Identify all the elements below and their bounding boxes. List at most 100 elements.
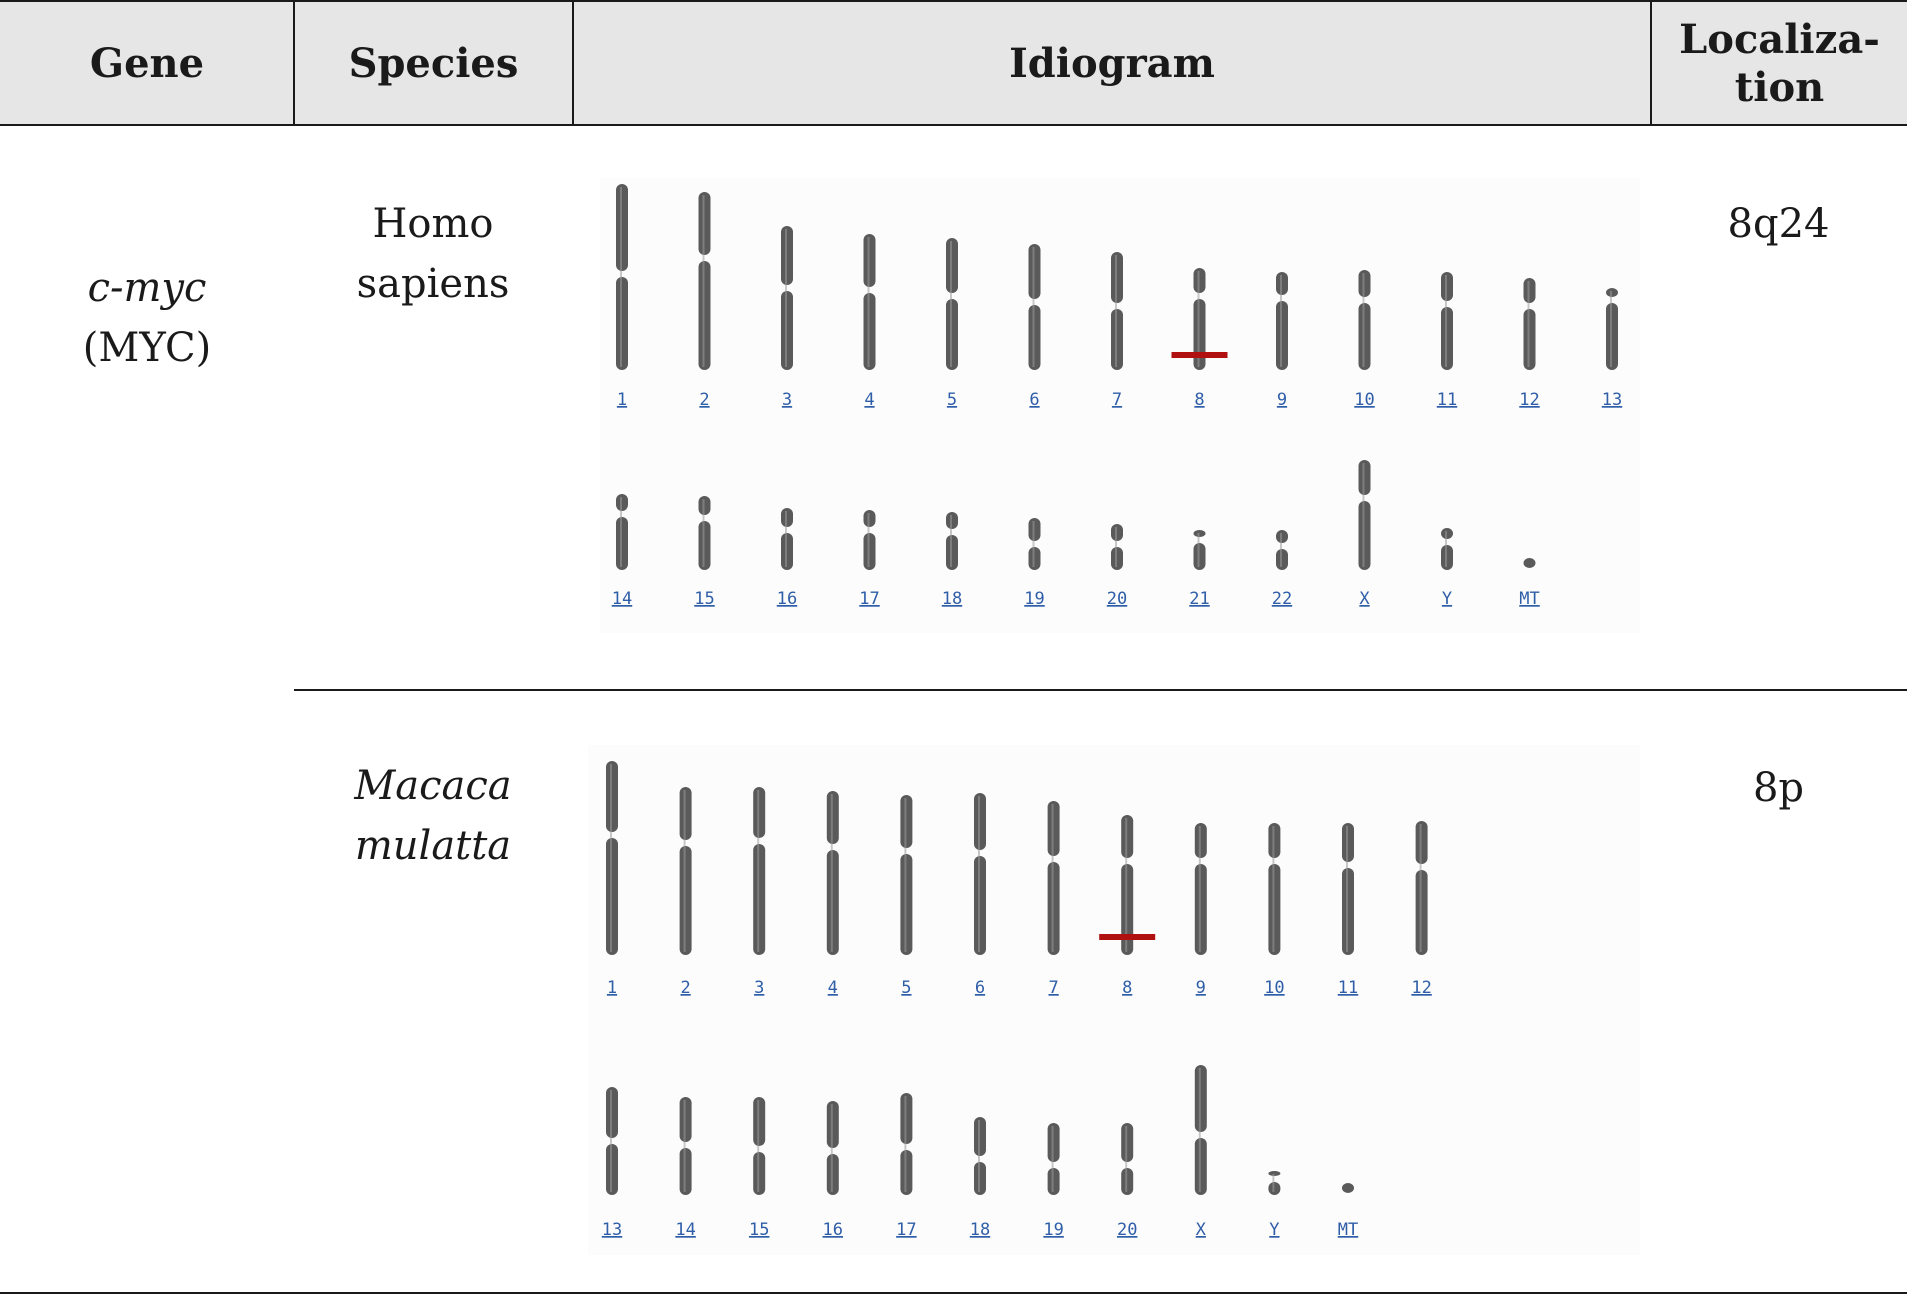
chromosome-19 <box>1047 1123 1060 1195</box>
chromosome-11 <box>1441 272 1453 370</box>
chromosome-Y <box>1268 1171 1281 1195</box>
localization-cell-2: 8p <box>1752 765 1805 811</box>
chromosome-label[interactable]: 17 <box>896 1220 916 1240</box>
chromosome-label[interactable]: 4 <box>828 978 838 998</box>
header-localization: Localiza- tion <box>1652 2 1907 126</box>
chromosome-label[interactable]: 20 <box>1107 589 1127 609</box>
chromosome-label[interactable]: 18 <box>970 1220 990 1240</box>
chromosome-label[interactable]: MT <box>1519 589 1539 609</box>
chromosome-label[interactable]: 10 <box>1354 390 1374 410</box>
chromosome-Y <box>1441 528 1453 570</box>
chromosome-label[interactable]: 13 <box>602 1220 622 1240</box>
gene-locus-marker <box>1171 352 1228 358</box>
chromosome-label[interactable]: Y <box>1442 589 1452 609</box>
header-gene: Gene <box>89 40 205 87</box>
table-header: Gene Species Idiogram Localiza- tion <box>0 0 1907 126</box>
chromosome-6 <box>1028 244 1041 370</box>
chromosome-label[interactable]: 15 <box>749 1220 769 1240</box>
chromosome-label[interactable]: 14 <box>675 1220 695 1240</box>
chromosome-label[interactable]: 18 <box>942 589 962 609</box>
chromosome-label[interactable]: Y <box>1269 1220 1279 1240</box>
header-idiogram: Idiogram <box>1009 40 1215 87</box>
chromosome-label[interactable]: 3 <box>754 978 764 998</box>
chromosome-label[interactable]: 2 <box>699 390 709 410</box>
chromosome-label[interactable]: X <box>1196 1220 1207 1240</box>
gene-cell: c-myc (MYC) <box>0 258 294 378</box>
chromosome-label[interactable]: 5 <box>947 390 957 410</box>
chromosome-9 <box>1194 823 1207 955</box>
chromosome-label[interactable]: 20 <box>1117 1220 1137 1240</box>
chromosome-label[interactable]: 16 <box>777 589 797 609</box>
chromosome-14 <box>679 1097 692 1195</box>
chromosome-label[interactable]: 7 <box>1048 978 1058 998</box>
chromosome-label[interactable]: X <box>1359 589 1370 609</box>
chromosome-8 <box>1171 268 1228 370</box>
chromosome-2 <box>679 787 692 955</box>
species-cell-2: Macaca mulatta <box>294 756 572 876</box>
chromosome-label[interactable]: 21 <box>1189 589 1209 609</box>
header-divider <box>1650 2 1652 126</box>
chromosome-label[interactable]: 3 <box>782 390 792 410</box>
gene-locus-marker <box>1099 934 1156 940</box>
chromosome-label[interactable]: 2 <box>680 978 690 998</box>
chromosome-label[interactable]: 19 <box>1043 1220 1063 1240</box>
chromosome-label[interactable]: 14 <box>612 589 632 609</box>
chromosome-label[interactable]: 11 <box>1338 978 1358 998</box>
chromosome-label[interactable]: 10 <box>1264 978 1284 998</box>
chromosome-15 <box>753 1097 766 1195</box>
idiogram-macaca-mulatta: 1 2 3 4 5 6 7 8 9 10 11 12 13 14 15 16 17 18 19 20 X Y MT <box>588 745 1640 1255</box>
chromosome-label[interactable]: 4 <box>864 390 874 410</box>
chromosome-20 <box>1111 524 1123 570</box>
chromosome-label[interactable]: 17 <box>859 589 879 609</box>
chromosome-label[interactable]: MT <box>1338 1220 1358 1240</box>
gene-alias: (MYC) <box>82 325 212 371</box>
chromosome-label[interactable]: 9 <box>1277 390 1287 410</box>
chromosome-label[interactable]: 19 <box>1024 589 1044 609</box>
chromosome-11 <box>1342 823 1354 955</box>
chromosome-4 <box>826 791 839 955</box>
chromosome-1 <box>606 761 618 955</box>
chromosome-label[interactable]: 7 <box>1112 390 1122 410</box>
header-species: Species <box>348 40 519 87</box>
chromosome-label[interactable]: 13 <box>1602 390 1622 410</box>
chromosome-1 <box>616 184 628 370</box>
gene-symbol: c-myc <box>87 265 207 311</box>
header-localization-line2: tion <box>1734 64 1825 111</box>
table-bottom-rule <box>0 1292 1907 1294</box>
chromosome-12 <box>1415 821 1428 955</box>
chromosome-label[interactable]: 1 <box>607 978 617 998</box>
chromosome-label[interactable]: 11 <box>1437 390 1457 410</box>
chromosome-4 <box>863 234 876 370</box>
idiogram-homo-sapiens: 1 2 3 4 5 6 7 8 9 10 11 12 13 14 15 16 17 18 19 20 21 22 X Y MT <box>600 178 1640 633</box>
chromosome-label[interactable]: 15 <box>694 589 714 609</box>
chromosome-label[interactable]: 22 <box>1272 589 1292 609</box>
chromosome-label[interactable]: 6 <box>1029 390 1039 410</box>
chromosome-label[interactable]: 12 <box>1411 978 1431 998</box>
chromosome-17 <box>900 1093 913 1195</box>
chromosome-5 <box>900 795 913 955</box>
chromosome-20 <box>1121 1123 1134 1195</box>
header-localization-line1: Localiza- <box>1679 16 1880 63</box>
chromosome-label[interactable]: 5 <box>901 978 911 998</box>
chromosome-label[interactable]: 12 <box>1519 390 1539 410</box>
chromosome-13 <box>1606 288 1618 370</box>
chromosome-5 <box>946 238 958 370</box>
species-name-line2: sapiens <box>356 261 510 307</box>
chromosome-13 <box>606 1087 618 1195</box>
chromosome-14 <box>616 494 628 570</box>
chromosome-16 <box>781 508 793 570</box>
chromosome-label[interactable]: 8 <box>1194 390 1204 410</box>
chromosome-16 <box>826 1101 839 1195</box>
chromosome-label[interactable]: 9 <box>1196 978 1206 998</box>
species-name-line1: Macaca <box>354 763 512 809</box>
chromosome-label[interactable]: 6 <box>975 978 985 998</box>
chromosome-label[interactable]: 16 <box>823 1220 843 1240</box>
row-separator <box>294 689 1907 691</box>
chromosome-label[interactable]: 1 <box>617 390 627 410</box>
chromosome-19 <box>1028 518 1041 570</box>
chromosome-label[interactable]: 8 <box>1122 978 1132 998</box>
chromosome-3 <box>781 226 793 370</box>
chromosome-22 <box>1276 530 1288 570</box>
